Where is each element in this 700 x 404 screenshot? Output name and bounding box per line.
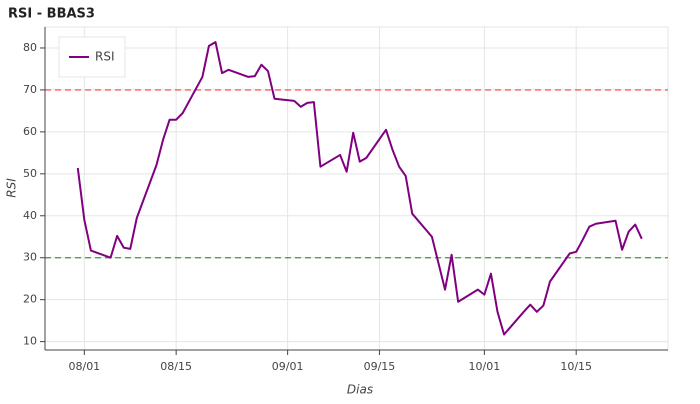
y-tick-label: 60 bbox=[23, 125, 37, 138]
legend: RSI bbox=[58, 36, 126, 78]
y-tick-label: 40 bbox=[23, 209, 37, 222]
legend-label: RSI bbox=[95, 50, 115, 64]
plot-area bbox=[44, 26, 669, 351]
x-tick-label: 10/01 bbox=[469, 360, 501, 373]
y-tick-label: 70 bbox=[23, 83, 37, 96]
y-tick-label: 10 bbox=[23, 335, 37, 348]
x-tick-label: 10/15 bbox=[560, 360, 592, 373]
chart-title: RSI - BBAS3 bbox=[8, 7, 95, 22]
x-tick-label: 09/01 bbox=[272, 360, 304, 373]
y-tick-label: 20 bbox=[23, 293, 37, 306]
x-tick-label: 08/01 bbox=[68, 360, 100, 373]
legend-box bbox=[58, 36, 126, 78]
x-axis-label: Dias bbox=[347, 383, 373, 397]
rsi-line bbox=[76, 41, 643, 336]
y-tick-label: 80 bbox=[23, 41, 37, 54]
x-tick-label: 08/15 bbox=[160, 360, 192, 373]
y-axis-label: RSI bbox=[5, 178, 19, 198]
x-tick-label: 09/15 bbox=[364, 360, 396, 373]
y-tick-label: 30 bbox=[23, 251, 37, 264]
y-tick-label: 50 bbox=[23, 167, 37, 180]
